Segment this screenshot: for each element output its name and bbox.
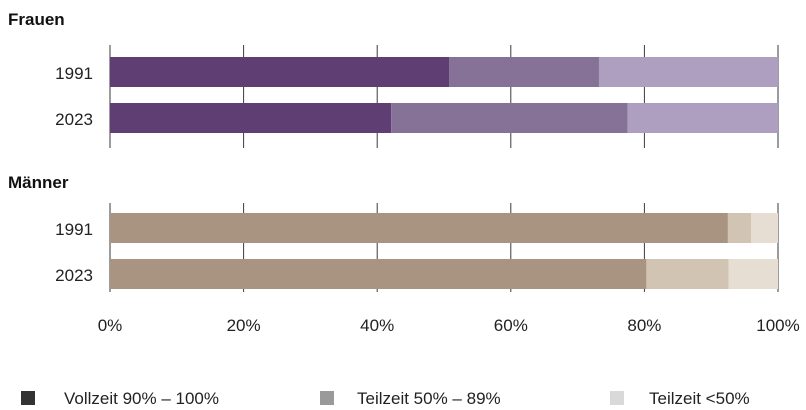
bar-frauen-2023-seg2: [627, 103, 778, 133]
legend-swatch-teilzeit-lt50: [610, 391, 624, 405]
bar-mnner-1991-seg0: [110, 213, 728, 243]
bar-segments: [110, 57, 778, 289]
bar-frauen-1991-seg0: [110, 57, 450, 87]
x-tick-0: 0%: [98, 316, 123, 335]
legend: Vollzeit 90% – 100% Teilzeit 50% – 89% T…: [21, 389, 750, 408]
bar-frauen-1991-seg1: [449, 57, 599, 87]
bar-frauen-2023-seg1: [391, 103, 628, 133]
group-title-frauen: Frauen: [8, 10, 65, 29]
x-tick-40: 40%: [360, 316, 394, 335]
bar-mnner-1991-seg1: [727, 213, 752, 243]
x-axis-ticks: 0% 20% 40% 60% 80% 100%: [98, 316, 800, 335]
category-label-frauen-1991: 1991: [55, 64, 93, 83]
bar-mnner-2023-seg2: [728, 259, 778, 289]
group-maenner: Männer 1991 2023: [8, 173, 93, 285]
bar-mnner-2023-seg1: [646, 259, 729, 289]
legend-label-vollzeit: Vollzeit 90% – 100%: [64, 389, 219, 408]
bar-frauen-1991-seg2: [598, 57, 778, 87]
legend-swatch-teilzeit-50-89: [320, 391, 334, 405]
x-tick-20: 20%: [227, 316, 261, 335]
bar-mnner-2023-seg0: [110, 259, 647, 289]
x-tick-60: 60%: [494, 316, 528, 335]
bar-mnner-1991-seg2: [751, 213, 778, 243]
x-tick-100: 100%: [756, 316, 799, 335]
legend-label-teilzeit-lt50: Teilzeit <50%: [649, 389, 750, 408]
bar-frauen-2023-seg0: [110, 103, 392, 133]
category-label-maenner-1991: 1991: [55, 220, 93, 239]
group-title-maenner: Männer: [8, 173, 69, 192]
group-frauen: Frauen 1991 2023: [8, 10, 93, 129]
category-label-frauen-2023: 2023: [55, 110, 93, 129]
legend-label-teilzeit-50-89: Teilzeit 50% – 89%: [357, 389, 501, 408]
category-label-maenner-2023: 2023: [55, 266, 93, 285]
x-tick-80: 80%: [627, 316, 661, 335]
legend-swatch-vollzeit: [21, 391, 35, 405]
